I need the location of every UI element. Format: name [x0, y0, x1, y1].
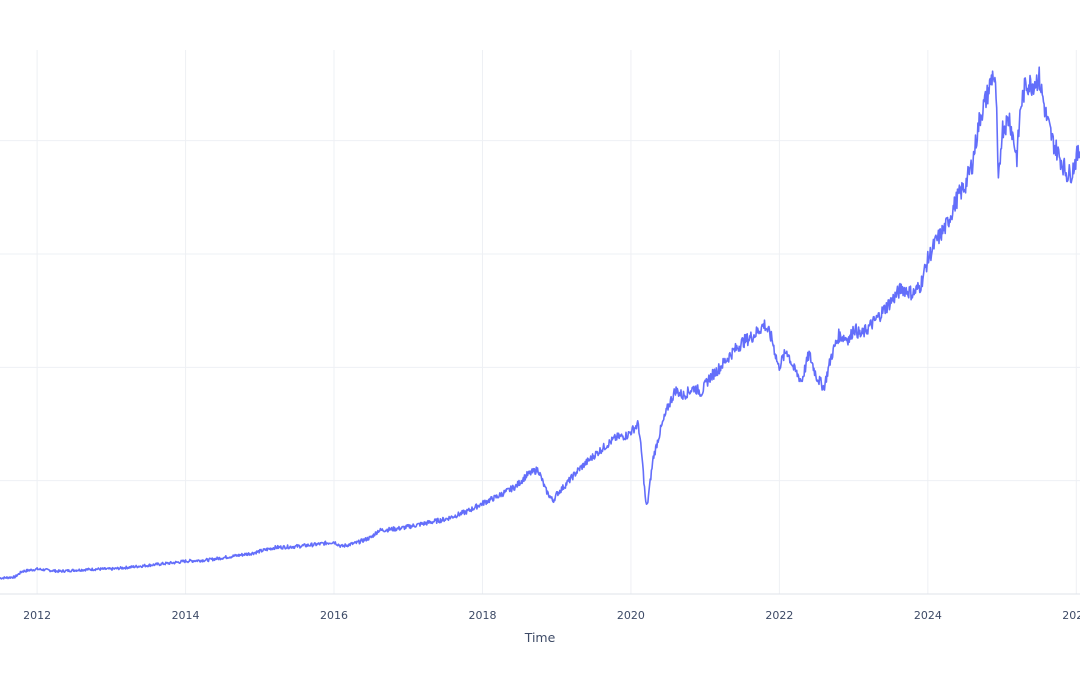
- x-tick-label: 2012: [23, 609, 51, 622]
- x-tick-label: 2018: [468, 609, 496, 622]
- x-tick-label: 2016: [320, 609, 348, 622]
- x-tick-label: 2024: [914, 609, 942, 622]
- x-axis-title: Time: [524, 630, 556, 645]
- x-tick-label: 2026: [1062, 609, 1080, 622]
- x-tick-label: 2020: [617, 609, 645, 622]
- x-tick-label: 2014: [172, 609, 200, 622]
- y-gridlines: [0, 140, 1080, 482]
- x-tick-label: 2022: [765, 609, 793, 622]
- x-gridlines: [36, 50, 1077, 594]
- series-line: [0, 66, 1080, 580]
- x-tick-labels: 2012 2014 2016 2018 2020 2022 2024 2026: [23, 609, 1080, 622]
